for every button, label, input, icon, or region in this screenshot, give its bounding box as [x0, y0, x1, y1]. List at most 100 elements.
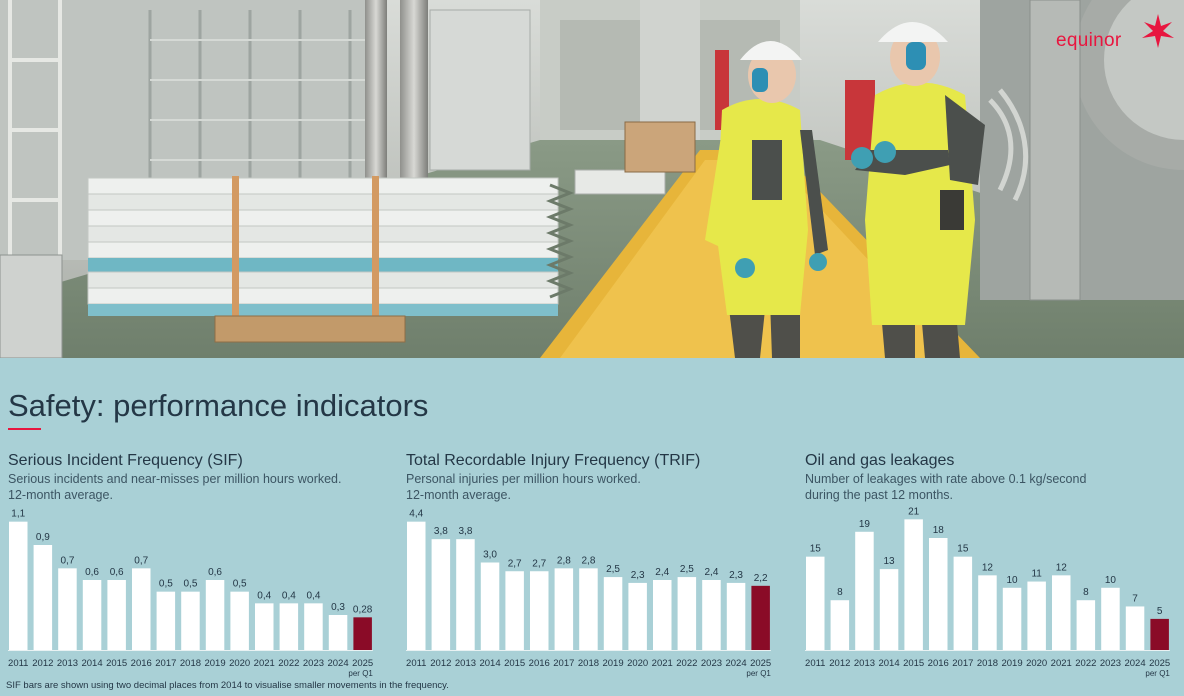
sif-bar-2024 [328, 615, 348, 650]
trif-tick-label: 2017 [553, 658, 574, 669]
trif-tick-label: 2023 [701, 658, 722, 669]
sif-bar-2022 [279, 603, 299, 650]
sif-bar-2020 [230, 591, 249, 650]
trif-bar-2011 [407, 521, 426, 650]
sif-tick-label: 2016 [131, 658, 152, 669]
trif-bar-2014 [480, 562, 500, 650]
sif-value-label: 0,4 [306, 590, 320, 601]
leakages-bar-2025 [1150, 618, 1169, 650]
leakages-value-label: 12 [982, 562, 994, 573]
leakages-bar-2020 [1027, 581, 1046, 650]
industrial-hall-illustration [0, 0, 1184, 358]
trif-value-label: 3,8 [458, 526, 472, 537]
leakages-chart-panel: Oil and gas leakages Number of leakages … [805, 452, 1184, 688]
leakages-value-label: 10 [1006, 575, 1018, 586]
trif-chart-title: Total Recordable Injury Frequency (TRIF) [406, 452, 701, 469]
trif-value-label: 3,0 [483, 550, 497, 561]
sif-value-label: 0,6 [208, 567, 222, 578]
trif-tick-label: 2024 [725, 658, 746, 669]
leakages-value-label: 19 [859, 519, 871, 530]
sif-bar-2019 [205, 580, 225, 650]
trif-value-label: 2,8 [557, 555, 571, 566]
sif-tick-label: 2022 [278, 658, 299, 669]
trif-bar-2019 [603, 577, 623, 650]
sif-bar-2025 [353, 617, 372, 650]
trif-tick-label: 2013 [455, 658, 476, 669]
leakages-tick-label: 2022 [1075, 658, 1096, 669]
leakages-chart-title: Oil and gas leakages [805, 452, 955, 469]
leakages-subtitle-line: during the past 12 months. [805, 488, 954, 502]
sif-tick-label: 2015 [106, 658, 127, 669]
trif-value-label: 2,5 [606, 564, 620, 575]
leakages-bar-2018 [978, 575, 997, 650]
trif-bar-2018 [579, 568, 598, 650]
leakages-bar-2016 [929, 538, 948, 650]
leakages-bar-2012 [830, 600, 850, 650]
leakages-bar-2015 [904, 519, 923, 650]
trif-tick-label: 2015 [504, 658, 525, 669]
sif-tick-label: 2018 [180, 658, 201, 669]
leakages-value-label: 12 [1056, 562, 1068, 573]
trif-subtitle-line: 12-month average. [406, 488, 511, 502]
sif-value-label: 1,1 [11, 509, 25, 520]
leakages-bar-2011 [806, 556, 825, 650]
leakages-value-label: 15 [810, 544, 822, 555]
sif-tick-label: 2021 [254, 658, 275, 669]
leakages-bar-2023 [1101, 587, 1120, 650]
trif-tick-label: 2025 [750, 658, 771, 669]
sif-chart-title: Serious Incident Frequency (SIF) [8, 452, 243, 469]
sif-tick-label: 2013 [57, 658, 78, 669]
leakages-value-label: 8 [837, 587, 843, 598]
trif-bar-2016 [530, 571, 549, 650]
leakages-tick-label: 2015 [903, 658, 924, 669]
sif-value-label: 0,6 [110, 567, 124, 578]
trif-value-label: 4,4 [409, 509, 423, 520]
leakages-tick-label: 2023 [1100, 658, 1121, 669]
trif-value-label: 2,4 [704, 567, 718, 578]
leakages-bar-2019 [1002, 587, 1022, 650]
trif-value-label: 2,3 [729, 570, 743, 581]
trif-bar-chart: 4,4 2011 3,8 2012 3,8 2013 3,0 2014 2,7 2015 2,7 20… [406, 509, 771, 678]
sif-bar-2013 [58, 568, 77, 650]
trif-subtitle-line: Personal injuries per million hours work… [406, 472, 641, 486]
sif-bar-2018 [181, 591, 200, 650]
sif-tick-label: 2019 [204, 658, 225, 669]
leakages-tick-label: 2018 [977, 658, 998, 669]
trif-tick-label: 2014 [479, 658, 500, 669]
leakages-tick-label: 2011 [805, 658, 825, 669]
trif-tick-label: 2018 [578, 658, 599, 669]
trif-value-label: 2,3 [631, 570, 645, 581]
trif-bar-2021 [653, 580, 672, 650]
leakages-tick-label: 2025 [1149, 658, 1170, 669]
sif-value-label: 0,28 [353, 604, 373, 615]
leakages-value-label: 15 [957, 544, 969, 555]
trif-tick-label: 2016 [529, 658, 550, 669]
trif-chart-subtitle: Personal injuries per million hours work… [406, 471, 776, 503]
equinor-logo-text: equinor [1056, 30, 1122, 51]
trif-bar-2022 [677, 577, 697, 650]
trif-chart-panel: Total Recordable Injury Frequency (TRIF)… [406, 452, 786, 688]
trif-bar-2023 [702, 580, 721, 650]
trif-bar-2020 [628, 582, 647, 650]
sif-value-label: 0,5 [233, 579, 247, 590]
leakages-chart-subtitle: Number of leakages with rate above 0.1 k… [805, 471, 1175, 503]
leakages-tick-label: 2019 [1001, 658, 1022, 669]
sif-chart-subtitle: Serious incidents and near-misses per mi… [8, 471, 378, 503]
sif-tick-label: 2011 [8, 658, 28, 669]
trif-bar-2024 [726, 582, 746, 650]
sif-tick-label: 2014 [81, 658, 102, 669]
leakages-bar-2013 [855, 531, 874, 650]
trif-tick-label: 2020 [627, 658, 648, 669]
sif-tick-label: 2012 [32, 658, 53, 669]
sif-bar-2023 [304, 603, 323, 650]
sif-value-label: 0,4 [257, 590, 271, 601]
sif-tick-label: 2024 [327, 658, 348, 669]
trif-bar-2015 [505, 571, 524, 650]
sif-subtitle-line: 12-month average. [8, 488, 113, 502]
trif-tick-label: 2011 [406, 658, 426, 669]
leakages-bar-chart: 15 2011 8 2012 19 2013 13 2014 21 2015 18 2016 15 201… [805, 506, 1170, 678]
sif-tick-label: 2025 [352, 658, 373, 669]
trif-tick-label: 2019 [602, 658, 623, 669]
leakages-tick-note: per Q1 [1145, 669, 1170, 678]
leakages-value-label: 21 [908, 506, 920, 517]
